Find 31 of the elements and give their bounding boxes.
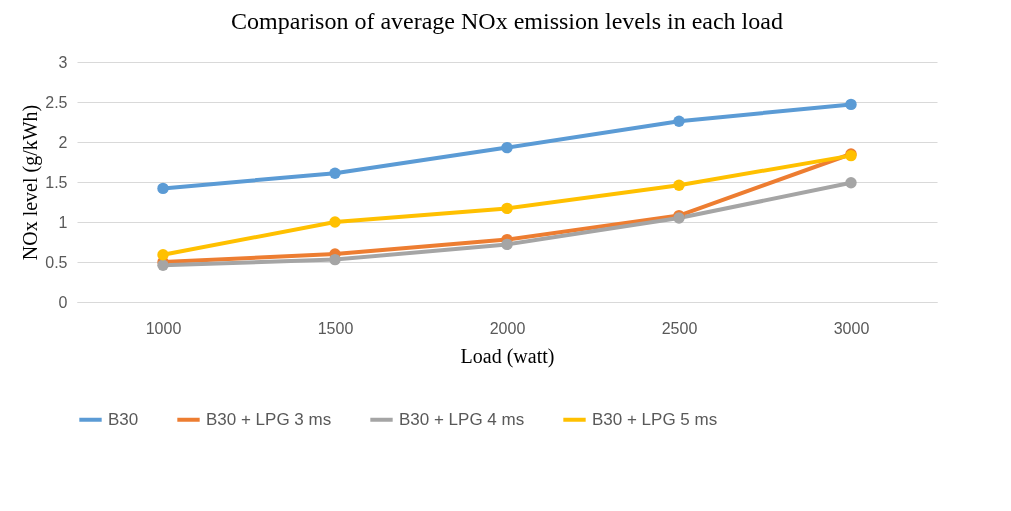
y-tick-label: 1.5 bbox=[45, 173, 68, 191]
y-tick-label: 2 bbox=[58, 133, 68, 151]
chart-title: Comparison of average NOx emission levels in each load bbox=[231, 8, 783, 34]
y-tick-label: 0.5 bbox=[45, 253, 68, 271]
y-tick-label: 1 bbox=[58, 213, 68, 231]
legend-label: B30 + LPG 5 ms bbox=[592, 409, 718, 429]
x-tick-label: 1000 bbox=[145, 319, 182, 337]
point bbox=[157, 182, 169, 195]
point bbox=[845, 177, 857, 189]
y-tick-label: 3 bbox=[58, 53, 68, 71]
point bbox=[501, 141, 513, 154]
point bbox=[673, 179, 685, 191]
y-tick-label: 0 bbox=[58, 293, 68, 311]
x-tick-label: 1500 bbox=[317, 319, 354, 337]
x-tick-label: 2000 bbox=[489, 319, 526, 337]
legend-label: B30 + LPG 3 ms bbox=[206, 409, 332, 429]
point bbox=[501, 238, 513, 251]
y-tick-label: 2.5 bbox=[45, 93, 68, 111]
point bbox=[501, 202, 513, 215]
x-tick-label: 2500 bbox=[661, 319, 698, 337]
x-axis-title: Load (watt) bbox=[460, 344, 555, 368]
point bbox=[673, 115, 685, 127]
y-axis-title: NOx level (g/kWh) bbox=[19, 104, 43, 261]
point bbox=[329, 167, 341, 179]
point bbox=[329, 253, 341, 266]
x-tick-label: 3000 bbox=[833, 319, 870, 337]
point bbox=[329, 216, 341, 228]
point bbox=[845, 98, 857, 111]
point bbox=[157, 249, 169, 261]
legend-label: B30 + LPG 4 ms bbox=[399, 409, 525, 429]
legend-label: B30 bbox=[108, 409, 139, 429]
